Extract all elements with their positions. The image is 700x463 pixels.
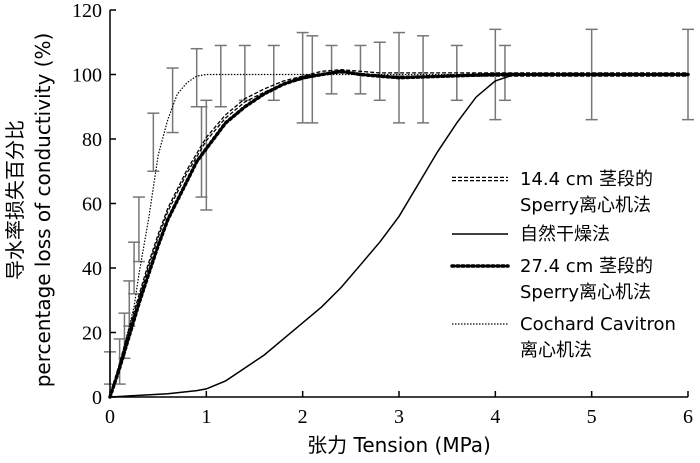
error-bar — [195, 106, 208, 198]
error-bar — [128, 241, 141, 295]
y-tick-label: 100 — [72, 65, 102, 87]
x-tick-label: 1 — [201, 406, 211, 428]
legend-label: Sperry离心机法 — [520, 282, 651, 303]
error-bar — [238, 44, 251, 102]
y-tick-label: 40 — [82, 258, 102, 280]
legend-entry-2: 27.4 cm 茎段的 Sperry离心机法 — [450, 256, 653, 303]
legend-entry-3: Cochard Cavitron 离心机法 — [452, 314, 676, 361]
x-tick-label: 0 — [105, 406, 115, 428]
y-axis-label-en: percentage loss of conductivity (%) — [31, 33, 55, 388]
error-bar — [190, 47, 203, 108]
y-ticks: 0 20 40 60 80 100 120 — [72, 0, 116, 409]
legend-label: 14.4 cm 茎段的 — [520, 169, 653, 190]
error-bar — [373, 41, 386, 102]
x-tick-label: 5 — [587, 406, 597, 428]
legend-entry-0: 14.4 cm 茎段的 Sperry离心机法 — [452, 169, 653, 216]
y-axis-label-cn: 导水率损失百分比 — [3, 120, 27, 280]
legend-label: 自然干燥法 — [520, 224, 610, 245]
error-bar — [166, 67, 179, 134]
error-bar — [325, 44, 338, 95]
x-tick-label: 4 — [490, 406, 500, 428]
x-tick-label: 6 — [683, 406, 693, 428]
y-tick-label: 0 — [92, 387, 102, 409]
series-line-2 — [108, 69, 690, 399]
x-tick-label: 3 — [394, 406, 404, 428]
error-bar — [417, 35, 430, 124]
legend-label: 27.4 cm 茎段的 — [520, 256, 653, 277]
y-tick-label: 120 — [72, 0, 102, 22]
x-ticks: 0 1 2 3 4 5 6 — [105, 391, 693, 428]
error-bar — [267, 44, 280, 102]
error-bar — [354, 44, 367, 95]
legend-label: 离心机法 — [520, 340, 592, 361]
error-bars — [104, 28, 694, 385]
error-bar — [214, 44, 227, 108]
series-lines — [108, 69, 690, 399]
y-tick-label: 60 — [82, 194, 102, 216]
error-bar — [200, 99, 213, 211]
x-axis-label: 张力 Tension (MPa) — [307, 433, 491, 457]
legend-label: Cochard Cavitron — [520, 314, 676, 335]
error-bar — [306, 35, 319, 124]
legend-entry-1: 自然干燥法 — [452, 224, 610, 245]
error-bar — [147, 112, 160, 172]
legend-label: Sperry离心机法 — [520, 195, 651, 216]
y-tick-label: 80 — [82, 129, 102, 151]
x-tick-label: 2 — [298, 406, 308, 428]
y-tick-label: 20 — [82, 323, 102, 345]
error-bar — [132, 196, 145, 263]
series-line-3 — [109, 73, 688, 398]
